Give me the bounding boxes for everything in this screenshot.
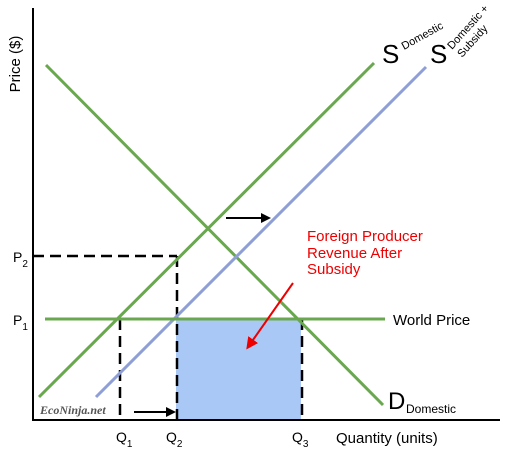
quantity-tick-q3: Q3 bbox=[292, 429, 309, 450]
domestic-supply-curve bbox=[37, 61, 376, 399]
quantity-tick-q1: Q1 bbox=[116, 429, 133, 450]
domestic-demand-curve bbox=[44, 63, 385, 407]
svg-text:Subsidy: Subsidy bbox=[307, 261, 361, 278]
y-axis-title: Price ($) bbox=[7, 36, 24, 93]
svg-text:D: D bbox=[388, 388, 405, 415]
svg-text:S: S bbox=[430, 39, 447, 69]
price-tick-p1: P1 bbox=[13, 312, 28, 333]
x-axis-title: Quantity (units) bbox=[336, 430, 438, 447]
foreign-producer-revenue-region bbox=[176, 319, 301, 419]
annotation-arrow bbox=[246, 282, 294, 350]
price-tick-p2: P2 bbox=[13, 249, 28, 270]
world-price-label: World Price bbox=[393, 312, 470, 329]
svg-text:Foreign Producer: Foreign Producer bbox=[307, 228, 423, 245]
domestic-demand-label: D Domestic bbox=[388, 388, 456, 416]
subsidy-supply-curve bbox=[94, 65, 428, 399]
annotation-text: Foreign Producer Revenue After Subsidy bbox=[307, 228, 423, 278]
subsidy-supply-label: S Domestic + Subsidy bbox=[430, 3, 491, 69]
econinja-watermark: EcoNinja.net bbox=[39, 403, 106, 417]
svg-text:Revenue After: Revenue After bbox=[307, 245, 402, 262]
svg-text:S: S bbox=[382, 39, 399, 69]
svg-text:Domestic: Domestic bbox=[406, 402, 456, 416]
quantity-tick-q2: Q2 bbox=[166, 429, 183, 450]
